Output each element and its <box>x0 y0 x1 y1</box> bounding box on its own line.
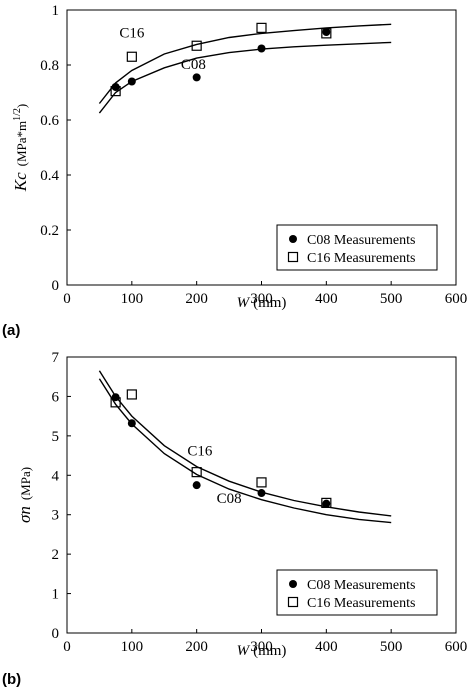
data-point-c08 <box>322 28 331 36</box>
data-point-c08 <box>127 77 136 86</box>
data-point-c16 <box>321 497 332 508</box>
legend-marker-c08 <box>289 235 297 243</box>
x-tick-label: 200 <box>185 291 208 307</box>
x-tick-label: 400 <box>315 639 338 655</box>
y-tick-label: 0 <box>52 278 60 294</box>
x-axis-unit: (mm) <box>253 295 286 311</box>
x-tick-label: 300 <box>250 291 273 307</box>
panel-a: 0 100 200 300 400 500 600 0 0.2 0.4 0.6 0.8 1 W (mm) Kc… <box>2 3 467 339</box>
y-axis-variable: σn <box>15 506 34 523</box>
data-point-c08 <box>127 419 136 428</box>
data-point-c16 <box>256 22 267 33</box>
x-tick-label: 0 <box>63 291 71 307</box>
y-tick-label: 5 <box>52 429 60 445</box>
curve-annotation: C08 <box>181 57 206 73</box>
fit-curve-c08 <box>98 378 392 524</box>
y-tick-label: 0.8 <box>40 58 59 74</box>
x-tick-label: 600 <box>445 291 468 307</box>
y-tick-label: 7 <box>52 350 60 366</box>
legend-marker-c16 <box>287 596 299 608</box>
data-point-c08 <box>111 393 120 402</box>
y-tick-label: 0.6 <box>40 113 59 129</box>
legend-marker-c16 <box>287 251 299 263</box>
data-point-c16 <box>126 389 137 400</box>
legend-entry: C16 Measurements <box>307 596 415 611</box>
fit-curve-c16 <box>98 23 392 104</box>
y-tick-label: 1 <box>52 587 60 603</box>
y-axis-title: σn (MPa) <box>15 467 34 523</box>
x-tick-label: 100 <box>121 291 144 307</box>
x-axis-variable: W <box>237 643 251 659</box>
y-tick-label: 6 <box>52 389 60 405</box>
y-axis-title: Kc (MPa*m1/2) <box>11 104 30 193</box>
y-tick-label: 1 <box>52 3 60 19</box>
legend-entry: C16 Measurements <box>307 251 415 266</box>
x-tick-label: 300 <box>250 639 273 655</box>
data-point-c08 <box>192 481 201 490</box>
y-axis-unit-close: ) <box>14 104 29 108</box>
y-tick-label: 4 <box>52 468 60 484</box>
x-tick-label: 500 <box>380 291 403 307</box>
data-point-c16 <box>321 28 332 39</box>
data-point-c08 <box>257 44 266 53</box>
data-point-c16 <box>191 40 202 51</box>
panel-label: (b) <box>2 671 21 688</box>
curve-annotation: C16 <box>119 26 145 42</box>
legend-box <box>276 569 438 616</box>
legend-box <box>276 224 438 271</box>
x-tick-label: 600 <box>445 639 468 655</box>
x-axis-variable: W <box>237 295 251 311</box>
x-tick-label: 500 <box>380 639 403 655</box>
x-tick-label: 100 <box>121 639 144 655</box>
legend-entry: C08 Measurements <box>307 578 415 593</box>
data-point-c08 <box>257 489 266 498</box>
x-tick-label: 0 <box>63 639 71 655</box>
x-tick-label: 400 <box>315 291 338 307</box>
data-point-c08 <box>322 499 331 508</box>
fit-curve-c08 <box>98 41 392 114</box>
data-point-c16 <box>126 51 137 62</box>
y-axis-unit: (MPa) <box>18 467 33 500</box>
y-tick-label: 0.2 <box>40 223 59 239</box>
y-axis-variable: Kc <box>11 172 30 192</box>
x-tick-label: 200 <box>185 639 208 655</box>
data-point-c16 <box>191 467 202 478</box>
x-axis-unit: (mm) <box>253 643 286 659</box>
y-tick-label: 0 <box>52 626 60 642</box>
panel-label: (a) <box>2 322 20 339</box>
data-point-c16 <box>256 477 267 488</box>
curve-annotation: C16 <box>187 444 213 460</box>
data-point-c16 <box>110 397 121 408</box>
curve-annotation: C08 <box>217 491 242 507</box>
y-tick-label: 2 <box>52 547 60 563</box>
fit-curve-c16 <box>98 370 392 517</box>
x-axis-title: W (mm) <box>237 643 287 659</box>
x-axis-title: W (mm) <box>237 295 287 311</box>
y-axis-unit-exponent: 1/2 <box>12 108 23 121</box>
legend-marker-c08 <box>289 580 297 588</box>
y-tick-label: 0.4 <box>40 168 59 184</box>
y-axis-unit: (MPa*m <box>14 121 29 167</box>
panel-b: 0 100 200 300 400 500 600 0 1 2 3 4 5 6 7 W (mm) σn (MPa) C… <box>2 350 467 688</box>
data-point-c16 <box>110 86 121 97</box>
data-point-c08 <box>192 73 201 82</box>
y-tick-label: 3 <box>52 508 60 524</box>
legend-entry: C08 Measurements <box>307 233 415 248</box>
